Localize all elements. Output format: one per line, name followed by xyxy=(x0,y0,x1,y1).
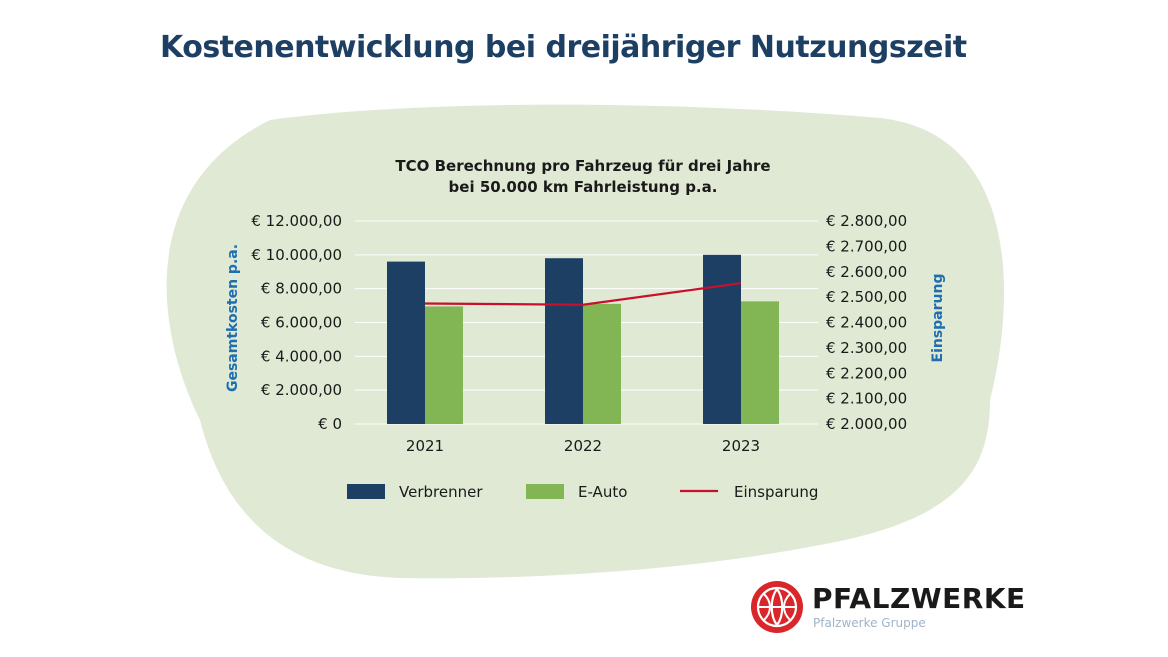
y-right-tick-4: € 2.400,00 xyxy=(826,314,907,332)
legend-swatch-e-auto xyxy=(526,484,564,499)
chart-title-line-1: TCO Berechnung pro Fahrzeug für drei Jah… xyxy=(395,157,770,175)
y-left-tick-2: € 4.000,00 xyxy=(261,347,342,365)
y-left-tick-3: € 6.000,00 xyxy=(261,314,342,332)
pfalzwerke-logo: PFALZWERKE Pfalzwerke Gruppe xyxy=(750,580,1030,640)
x-tick-2021: 2021 xyxy=(406,437,444,455)
bar-verbrenner-2023 xyxy=(703,254,741,424)
y-right-axis-title: Einsparung xyxy=(930,274,946,363)
chart-title-line-2: bei 50.000 km Fahrleistung p.a. xyxy=(449,178,718,196)
legend-label-verbrenner: Verbrenner xyxy=(399,483,483,501)
brand-subtitle: Pfalzwerke Gruppe xyxy=(813,616,926,630)
y-right-tick-5: € 2.500,00 xyxy=(826,288,907,306)
y-left-axis-title: Gesamtkosten p.a. xyxy=(225,244,241,392)
bar-e-auto-2022 xyxy=(583,303,621,424)
x-tick-2022: 2022 xyxy=(564,437,602,455)
y-left-tick-0: € 0 xyxy=(318,415,342,433)
y-right-tick-2: € 2.200,00 xyxy=(826,364,907,382)
legend-label-einsparung: Einsparung xyxy=(734,483,818,501)
bar-verbrenner-2022 xyxy=(545,258,583,424)
line-einsparung xyxy=(424,282,742,306)
page-title: Kostenentwicklung bei dreijähriger Nutzu… xyxy=(160,30,967,65)
y-left-tick-4: € 8.000,00 xyxy=(261,280,342,298)
brand-name: PFALZWERKE xyxy=(812,582,1026,615)
y-left-tick-1: € 2.000,00 xyxy=(261,381,342,399)
y-right-tick-7: € 2.700,00 xyxy=(826,237,907,255)
y-right-tick-6: € 2.600,00 xyxy=(826,263,907,281)
y-right-tick-1: € 2.100,00 xyxy=(826,390,907,408)
legend-swatch-verbrenner xyxy=(347,484,385,499)
bar-e-auto-2023 xyxy=(741,301,779,424)
bar-e-auto-2021 xyxy=(425,306,463,424)
y-right-tick-0: € 2.000,00 xyxy=(826,415,907,433)
legend-label-e-auto: E-Auto xyxy=(578,483,627,501)
x-tick-2023: 2023 xyxy=(722,437,760,455)
y-left-tick-5: € 10.000,00 xyxy=(251,246,342,264)
y-left-tick-6: € 12.000,00 xyxy=(251,212,342,230)
y-right-tick-8: € 2.800,00 xyxy=(826,212,907,230)
bar-verbrenner-2021 xyxy=(387,261,425,424)
y-right-tick-3: € 2.300,00 xyxy=(826,339,907,357)
pfalzwerke-emblem-icon xyxy=(751,581,803,633)
